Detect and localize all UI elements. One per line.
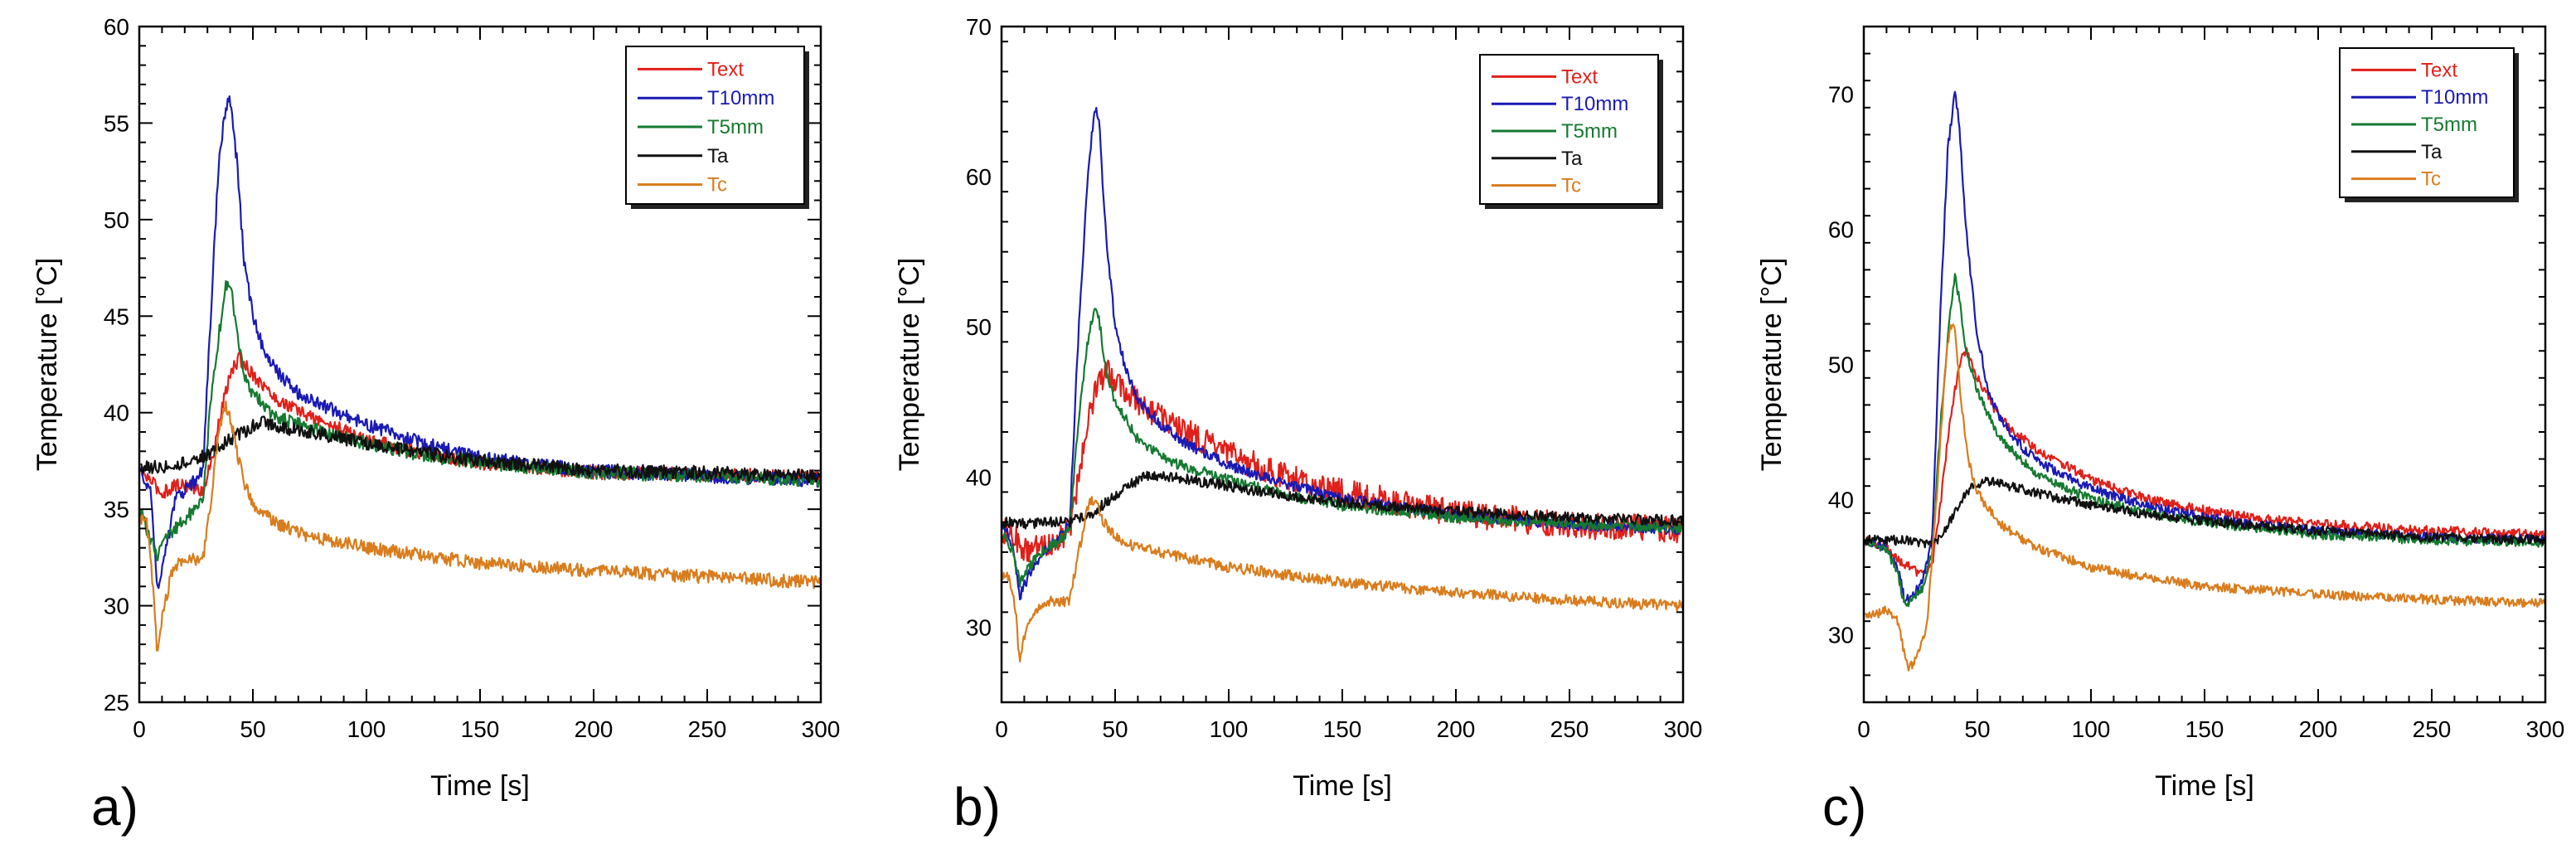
legend-label-tc: Tc bbox=[707, 174, 727, 197]
x-tick-label: 250 bbox=[1550, 716, 1589, 742]
y-tick-label: 40 bbox=[104, 400, 129, 426]
series-line-tc bbox=[139, 400, 821, 652]
x-tick-label: 200 bbox=[1437, 716, 1476, 742]
legend-label-tc: Tc bbox=[1561, 175, 1581, 197]
y-tick-label: 25 bbox=[104, 690, 129, 716]
x-tick-label: 150 bbox=[1323, 716, 1362, 742]
x-tick-label: 50 bbox=[1964, 716, 1990, 742]
legend-box bbox=[625, 46, 805, 205]
x-tick-label: 200 bbox=[575, 716, 614, 742]
chart-panel-b: 0 50 100 150 200 250 300 30 40 50 60 70 Time [s] Temp… bbox=[894, 14, 1702, 837]
legend-label-ta: Ta bbox=[2421, 141, 2443, 163]
y-axis-label: Temperature [°C] bbox=[1756, 258, 1788, 471]
y-tick-label: 30 bbox=[104, 594, 129, 619]
series-line-ta bbox=[1864, 476, 2545, 550]
legend-label-ta: Ta bbox=[707, 145, 729, 167]
legend-label-t5mm: T5mm bbox=[1561, 120, 1618, 143]
x-tick-label: 50 bbox=[1102, 716, 1128, 742]
x-tick-label: 50 bbox=[240, 716, 265, 742]
series-line-ta bbox=[1002, 470, 1683, 530]
legend-label-ta: Ta bbox=[1561, 148, 1583, 170]
legend-label-t5mm: T5mm bbox=[2421, 114, 2477, 136]
x-axis-label: Time [s] bbox=[2155, 770, 2254, 802]
y-tick-label: 50 bbox=[1828, 352, 1854, 378]
y-tick-label: 60 bbox=[1828, 217, 1854, 243]
x-tick-label: 0 bbox=[1857, 716, 1870, 742]
x-tick-label: 300 bbox=[802, 716, 841, 742]
series-line-t5mm bbox=[1002, 308, 1683, 588]
series-line-t5mm bbox=[1864, 273, 2545, 608]
panel-label: a) bbox=[91, 777, 138, 837]
panel-label: b) bbox=[953, 777, 1001, 837]
x-tick-label: 100 bbox=[347, 716, 386, 742]
y-axis-label: Temperature [°C] bbox=[894, 258, 925, 471]
series-line-ta bbox=[140, 415, 821, 483]
legend-box bbox=[2339, 47, 2515, 198]
x-axis-label: Time [s] bbox=[1293, 770, 1392, 802]
legend-label-t10mm: T10mm bbox=[2421, 86, 2488, 109]
x-tick-label: 0 bbox=[995, 716, 1008, 742]
x-tick-label: 100 bbox=[2072, 716, 2111, 742]
series-line-text bbox=[1002, 359, 1683, 563]
legend-label-text: Text bbox=[707, 58, 744, 80]
x-axis-label: Time [s] bbox=[430, 770, 530, 802]
legend-label-text: Text bbox=[2421, 59, 2457, 81]
series-line-t5mm bbox=[139, 279, 821, 561]
series-line-tc bbox=[1865, 323, 2545, 672]
legend-label-t10mm: T10mm bbox=[1561, 93, 1628, 115]
y-tick-label: 70 bbox=[1828, 82, 1854, 108]
y-tick-label: 30 bbox=[966, 614, 992, 640]
series-line-text bbox=[1864, 347, 2545, 577]
x-tick-label: 250 bbox=[2413, 716, 2452, 742]
legend-label-t10mm: T10mm bbox=[707, 87, 774, 109]
panel-label: c) bbox=[1822, 777, 1866, 837]
x-tick-label: 0 bbox=[133, 716, 146, 742]
x-tick-label: 250 bbox=[688, 716, 727, 742]
y-tick-label: 60 bbox=[966, 164, 992, 190]
x-tick-label: 300 bbox=[2526, 716, 2565, 742]
y-axis-label: Temperature [°C] bbox=[32, 258, 63, 471]
series-group bbox=[1002, 106, 1683, 663]
legend-label-tc: Tc bbox=[2421, 168, 2441, 191]
series-group bbox=[139, 95, 821, 652]
y-tick-label: 45 bbox=[104, 303, 129, 329]
legend-label-text: Text bbox=[1561, 66, 1598, 88]
legend: Text T10mm T5mm Ta Tc bbox=[1479, 54, 1663, 209]
x-tick-label: 100 bbox=[1210, 716, 1249, 742]
y-tick-label: 70 bbox=[966, 14, 992, 40]
legend-box bbox=[1479, 54, 1659, 205]
x-tick-label: 150 bbox=[2185, 716, 2224, 742]
y-tick-label: 55 bbox=[104, 110, 129, 136]
x-tick-label: 150 bbox=[461, 716, 500, 742]
y-tick-label: 60 bbox=[104, 14, 129, 40]
chart-panel-c: 0 50 100 150 200 250 300 30 40 50 60 70 Time [s] Temp… bbox=[1756, 25, 2565, 837]
legend: Text T10mm T5mm Ta Tc bbox=[2339, 47, 2519, 202]
series-line-tc bbox=[1002, 496, 1683, 663]
x-tick-label: 200 bbox=[2299, 716, 2338, 742]
y-tick-label: 50 bbox=[104, 207, 129, 233]
x-tick-label: 300 bbox=[1664, 716, 1703, 742]
y-tick-label: 50 bbox=[966, 314, 992, 340]
legend-label-t5mm: T5mm bbox=[707, 116, 764, 138]
legend: Text T10mm T5mm Ta Tc bbox=[625, 46, 809, 209]
y-tick-label: 30 bbox=[1828, 623, 1854, 648]
y-tick-label: 40 bbox=[1828, 488, 1854, 513]
chart-panel-a: 0 50 100 150 200 250 300 25 30 35 40 45 50 55 60 Time [… bbox=[32, 14, 840, 837]
y-tick-label: 40 bbox=[966, 464, 992, 490]
series-group bbox=[1864, 90, 2545, 672]
y-tick-label: 35 bbox=[104, 497, 129, 522]
